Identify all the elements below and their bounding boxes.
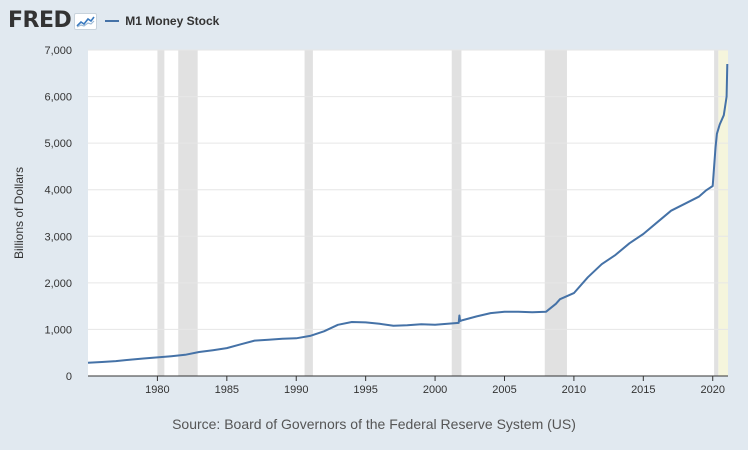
x-tick-label: 1980 [145, 384, 169, 396]
highlight-band [718, 50, 728, 376]
y-tick-label: 2,000 [44, 278, 72, 290]
source-caption: Source: Board of Governors of the Federa… [172, 416, 576, 432]
recession-band [544, 50, 567, 376]
recession-band [178, 50, 198, 376]
fred-logo[interactable]: FRED [8, 8, 98, 33]
y-tick-label: 1,000 [44, 324, 72, 336]
x-tick-label: 1995 [353, 384, 377, 396]
y-axis-label: Billions of Dollars [12, 167, 26, 259]
y-tick-label: 3,000 [44, 231, 72, 243]
y-tick-label: 5,000 [44, 138, 72, 150]
y-tick-label: 7,000 [44, 45, 72, 57]
y-tick-label: 0 [66, 371, 72, 383]
x-tick-label: 2010 [562, 384, 586, 396]
recession-band [714, 50, 719, 376]
recession-band [157, 50, 165, 376]
y-tick-label: 6,000 [44, 92, 72, 104]
x-tick-label: 1990 [284, 384, 308, 396]
x-tick-label: 2005 [492, 384, 516, 396]
chart-legend[interactable]: M1 Money Stock [105, 14, 219, 28]
legend-line-swatch [105, 20, 120, 22]
x-tick-label: 1985 [215, 384, 239, 396]
fred-logo-text: FRED [8, 8, 72, 33]
recession-band [304, 50, 313, 376]
trend-chart-icon [74, 12, 98, 30]
y-tick-label: 4,000 [44, 185, 72, 197]
series-line [87, 63, 729, 364]
legend-label: M1 Money Stock [125, 14, 220, 28]
chart-header: FRED M1 Money Stock [8, 6, 219, 36]
x-tick-label: 2015 [631, 384, 655, 396]
x-tick-label: 2000 [423, 384, 447, 396]
recession-band [451, 50, 462, 376]
x-tick-label: 2020 [700, 384, 724, 396]
